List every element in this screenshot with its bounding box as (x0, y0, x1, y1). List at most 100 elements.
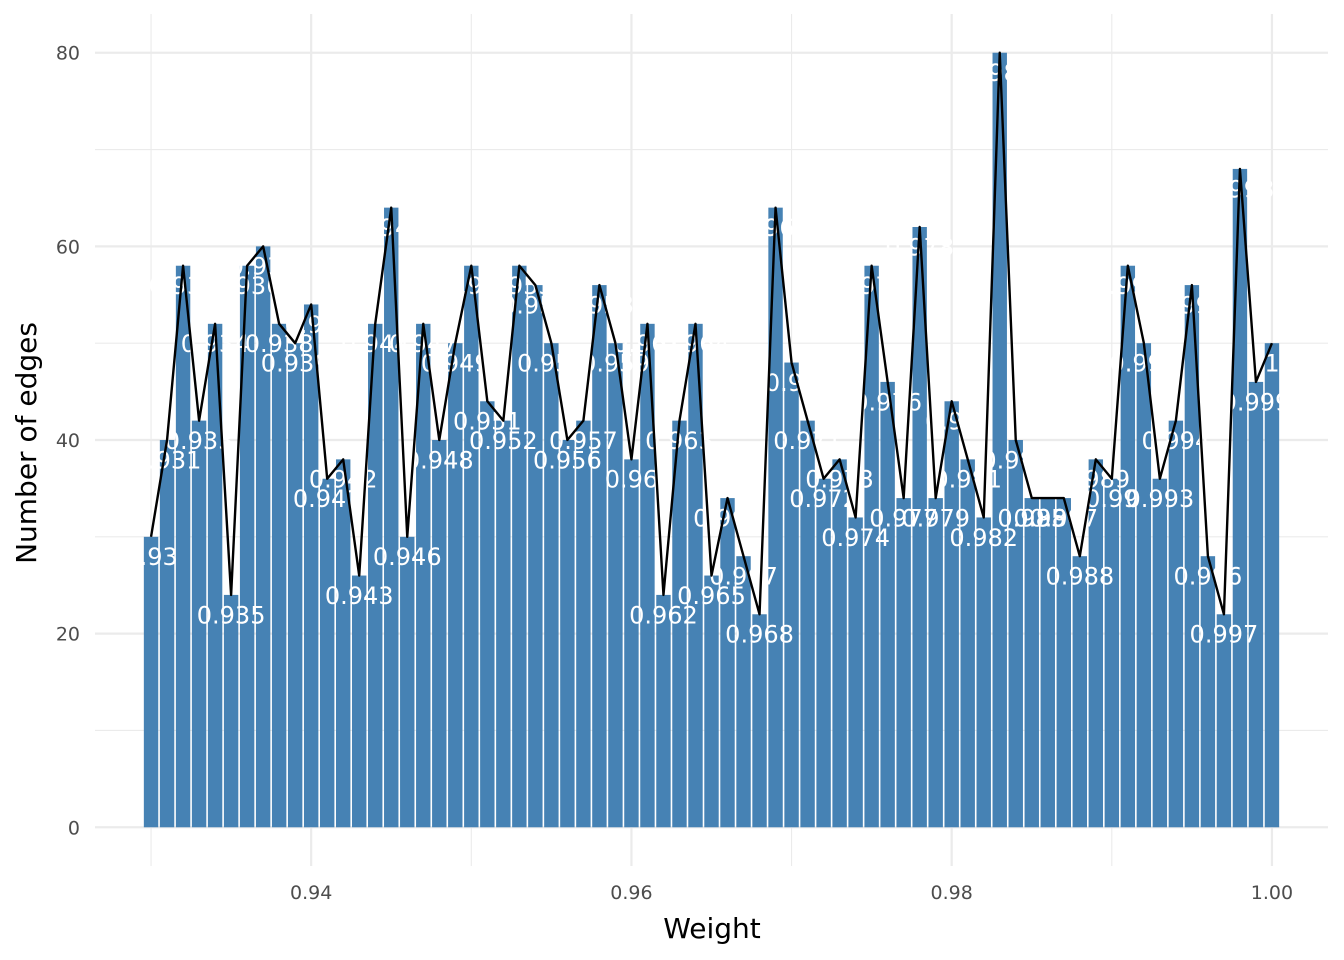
bar (736, 556, 751, 828)
bar (624, 459, 639, 828)
x-tick-label: 0.94 (290, 882, 332, 904)
bar (608, 343, 623, 828)
bar (512, 265, 527, 828)
bar-label: 0.949 (421, 350, 490, 378)
bar (768, 207, 783, 828)
bar (335, 459, 351, 828)
bar (976, 517, 991, 828)
bar (1152, 478, 1168, 828)
bar (1104, 478, 1120, 828)
bar (640, 323, 655, 828)
bar-label: 0.988 (1045, 563, 1114, 591)
bar (912, 227, 927, 828)
bar-label: 0.982 (949, 524, 1018, 552)
bar-label: 0.977 (869, 504, 938, 532)
bar-label: 0.973 (805, 466, 874, 494)
bar (464, 265, 479, 828)
bar-label: 0.959 (581, 350, 650, 378)
bar (864, 265, 879, 828)
bar-label: 0.994 (1142, 427, 1211, 455)
bar (1120, 265, 1136, 828)
bar-label: 0.942 (309, 466, 378, 494)
bar (576, 420, 591, 828)
bar-label: 0.993 (1126, 485, 1195, 513)
y-tick-label: 0 (68, 817, 80, 839)
bar (1232, 168, 1248, 828)
bar (368, 323, 383, 828)
bar (928, 498, 943, 828)
bar (159, 440, 175, 828)
bars (143, 52, 1280, 828)
bar (896, 498, 911, 828)
bar-label: 0.979 (901, 504, 970, 532)
bar (944, 401, 959, 828)
bar (1072, 556, 1088, 828)
bar (688, 323, 703, 828)
bar (960, 459, 975, 828)
bar-label: 0.946 (373, 543, 442, 571)
bar (432, 440, 447, 828)
bar-label: 0.931 (133, 446, 202, 474)
bar (1248, 381, 1264, 828)
y-tick-label: 60 (56, 236, 80, 258)
bar (287, 343, 303, 828)
bar-label: 0.939 (261, 350, 330, 378)
bar (528, 285, 543, 828)
bar (1088, 459, 1104, 828)
y-tick-label: 20 (56, 624, 80, 646)
bar-label: 0.957 (549, 427, 618, 455)
bar (560, 440, 575, 828)
bar (1200, 556, 1216, 828)
bar-label: 0.98 (925, 408, 978, 436)
bar (784, 362, 799, 828)
bar (1040, 498, 1055, 828)
bar-label: 0.967 (709, 563, 778, 591)
x-tick-labels: 0.94 0.96 0.98 1.00 (290, 882, 1293, 904)
bar (400, 536, 415, 828)
bar-label: 0.955 (517, 350, 586, 378)
bar-label: 0.952 (469, 427, 538, 455)
bar (1056, 498, 1071, 828)
bar (255, 246, 271, 828)
bar (448, 343, 463, 828)
bar (319, 478, 335, 828)
y-axis-title: Number of edges (10, 322, 43, 564)
bar (1216, 614, 1232, 828)
bar-label: 0.981 (933, 466, 1002, 494)
bar-label: 0.948 (405, 446, 474, 474)
bar (1264, 343, 1280, 828)
bar-label: 0.965 (677, 582, 746, 610)
bar (752, 614, 767, 828)
bar (720, 498, 735, 828)
bar (1136, 343, 1152, 828)
bar-label: 0.938 (245, 330, 314, 358)
y-tick-labels: 0 20 40 60 80 (56, 43, 80, 840)
bar-label: 0.96 (605, 466, 658, 494)
bar (656, 594, 671, 828)
bar-label: 0.986 (1013, 504, 1082, 532)
bar (480, 401, 495, 828)
bar-labels: 0.930.9310.9320.9330.9340.9350.9360.9370… (124, 59, 1290, 649)
bar-label: 0.989 (1061, 466, 1130, 494)
x-tick-label: 0.96 (610, 882, 652, 904)
bar (1008, 440, 1023, 828)
bar (672, 420, 687, 828)
bar (191, 420, 207, 828)
bar (800, 420, 815, 828)
bar (223, 594, 239, 828)
bar (416, 323, 431, 828)
bar-label: 0.937 (229, 253, 298, 281)
bar-label: 0.943 (325, 582, 394, 610)
bar-label: 0.966 (693, 504, 762, 532)
bar-label: 0.935 (197, 601, 266, 629)
bar-label: 0.97 (765, 369, 818, 397)
bar (271, 323, 287, 828)
bar (239, 265, 255, 828)
bar-label: 0.951 (453, 408, 522, 436)
bar (832, 459, 847, 828)
bar (143, 536, 159, 828)
bar (352, 575, 367, 828)
bar (496, 420, 511, 828)
frequency-line (149, 51, 1274, 616)
